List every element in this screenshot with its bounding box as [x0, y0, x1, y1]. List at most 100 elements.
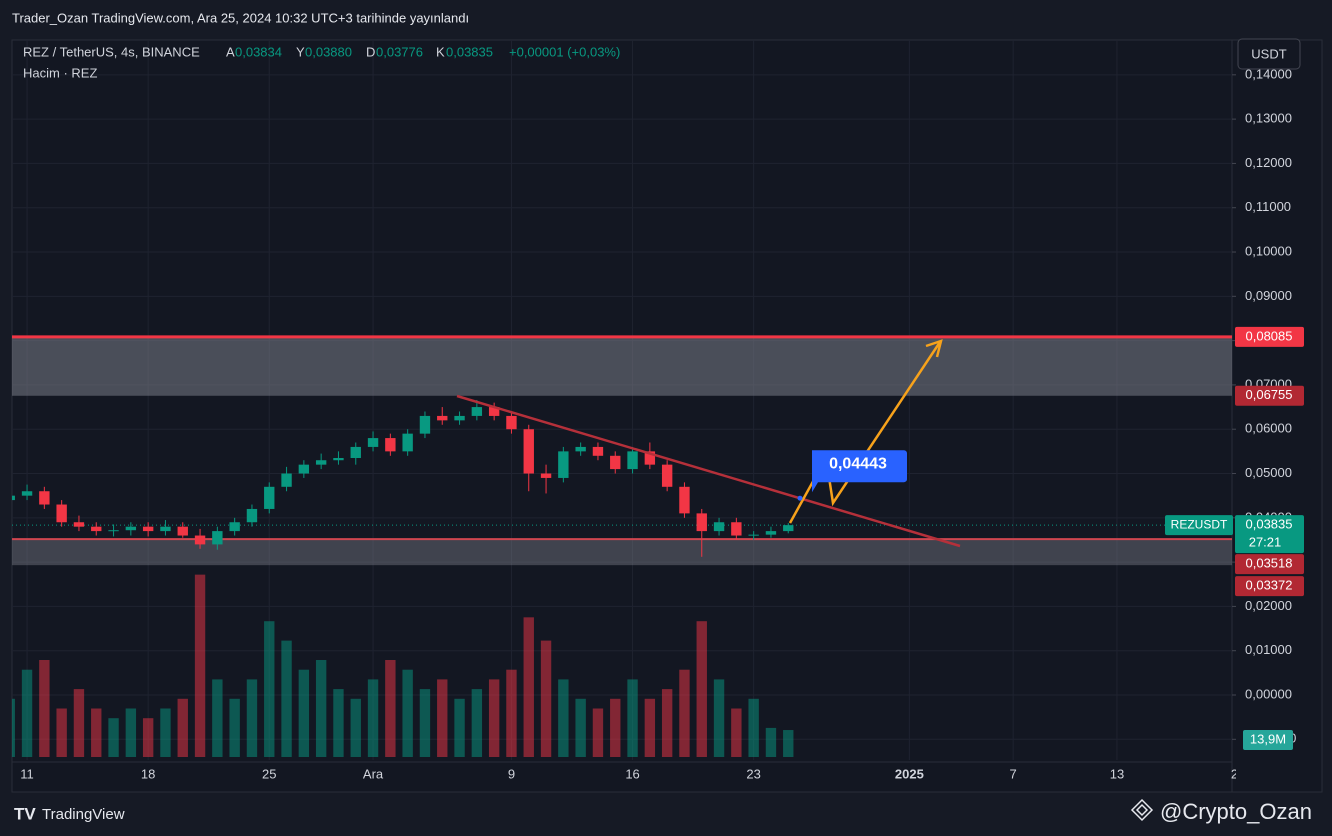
x-tick-label: 7 [1010, 766, 1017, 781]
candle-body [315, 460, 327, 465]
candles [12, 399, 794, 557]
candle-body [125, 526, 137, 531]
candle-body [575, 446, 586, 452]
y-tick-label: 0,11000 [1245, 199, 1291, 214]
volume-legend: Hacim · REZ [23, 65, 97, 80]
candle-body [177, 526, 188, 536]
x-tick-label: 25 [262, 766, 276, 781]
volume-bar [488, 679, 500, 757]
volume-bar [12, 698, 15, 757]
y-tick-label: 0,14000 [1245, 66, 1292, 81]
candle-body [56, 504, 67, 523]
annotation-label: 0,04443 [829, 455, 887, 472]
current-label: 0,03835 [1246, 517, 1293, 532]
volume-bar [333, 689, 344, 757]
candle-body [281, 473, 292, 487]
currency-button-label[interactable]: USDT [1251, 46, 1286, 61]
close-label: K [436, 44, 445, 59]
candle-body [264, 486, 275, 509]
candle-body [471, 407, 483, 416]
candle-body [419, 415, 431, 434]
volume-bar [108, 718, 119, 757]
x-tick-label: 20 [1231, 766, 1245, 781]
x-tick-label: 23 [746, 766, 760, 781]
x-tick-label: 16 [625, 766, 639, 781]
candle-body [610, 455, 621, 470]
x-tick-label: 9 [508, 766, 515, 781]
footer-brand: TradingView [42, 806, 125, 823]
candle-body [644, 451, 656, 465]
volume-bar [454, 698, 465, 757]
volume-bar [73, 689, 85, 757]
y-tick-label: 0,13000 [1245, 111, 1292, 126]
volume-bar [644, 698, 656, 757]
candle-body [212, 531, 223, 545]
volume-bar [212, 679, 223, 757]
y-tick-label: 0,10000 [1245, 243, 1292, 258]
volume-bar [315, 660, 327, 757]
header-text: Trader_Ozan TradingView.com, Ara 25, 202… [12, 10, 469, 25]
lower-level-badge [1235, 576, 1304, 597]
lower-level-label: 0,03372 [1246, 578, 1293, 593]
x-tick-label: Ara [363, 766, 384, 781]
volume-bar [385, 660, 396, 757]
candle-body [765, 531, 777, 535]
y-tick-label: 0,06000 [1245, 421, 1292, 436]
volume-bar [783, 730, 794, 757]
volume-bar [765, 727, 777, 757]
currency-button[interactable] [1237, 38, 1301, 70]
x-tick-label: 18 [141, 766, 155, 781]
candle-body [91, 526, 102, 532]
volume-bar [246, 679, 258, 757]
volume-bar [627, 679, 638, 757]
candle-body [385, 438, 396, 452]
open-label: A [226, 44, 235, 59]
volume-bar [419, 689, 431, 757]
lower-level-badge [1235, 554, 1304, 575]
candle-body [298, 464, 310, 474]
y-tick-label: 0,02000 [1245, 598, 1292, 613]
volume-bar [610, 698, 621, 757]
annotation-point [797, 495, 803, 501]
candle-body [748, 534, 759, 536]
low-label: D [366, 44, 375, 59]
open-value: 0,03834 [235, 44, 282, 59]
candle-body [39, 491, 50, 505]
y-tick-label: 0,12000 [1245, 155, 1292, 170]
volume-bar [748, 698, 759, 757]
y-tick-label: 0,09000 [1245, 288, 1292, 303]
candle-body [21, 491, 33, 496]
level-badge [1235, 385, 1304, 406]
x-tick-label: 2025 [895, 766, 924, 781]
footer-logo: TV [14, 804, 36, 823]
volume-bar [264, 621, 275, 757]
volume-badge-label: 13,9M [1250, 731, 1286, 746]
footer: TV TradingView @Crypto_Ozan [14, 799, 1312, 824]
candle-body [523, 429, 534, 474]
candle-body [160, 526, 171, 532]
symbol-label: REZUSDT [1171, 517, 1228, 531]
volume-bar [21, 669, 33, 757]
candle-body [488, 407, 500, 416]
author-icon [1130, 798, 1154, 822]
volume-bar [350, 698, 361, 757]
overlay: 0,08085 0,06755 REZUSDT 0,03835 27:21 0,03518… [797, 326, 1304, 751]
volume-bar [558, 679, 569, 757]
volume-badge [1243, 730, 1293, 751]
candle-body [592, 446, 604, 456]
volume-bar [402, 669, 413, 757]
time-axis: 11 18 25 Ara 9 16 23 2025 7 13 20 [20, 766, 1245, 781]
annotation-box [812, 450, 907, 493]
candle-body [333, 458, 344, 461]
volume-bar [523, 617, 534, 757]
volume-bar [575, 698, 586, 757]
legend: REZ / TetherUS, 4s, BINANCE A 0,03834 Y … [23, 44, 620, 80]
volume-bar [367, 679, 379, 757]
volume-bar [194, 574, 206, 757]
volume-bars [12, 574, 794, 757]
chart-frame [11, 39, 1323, 793]
volume-bar [696, 621, 707, 757]
candle-body [679, 486, 690, 514]
candle-body [350, 446, 361, 459]
